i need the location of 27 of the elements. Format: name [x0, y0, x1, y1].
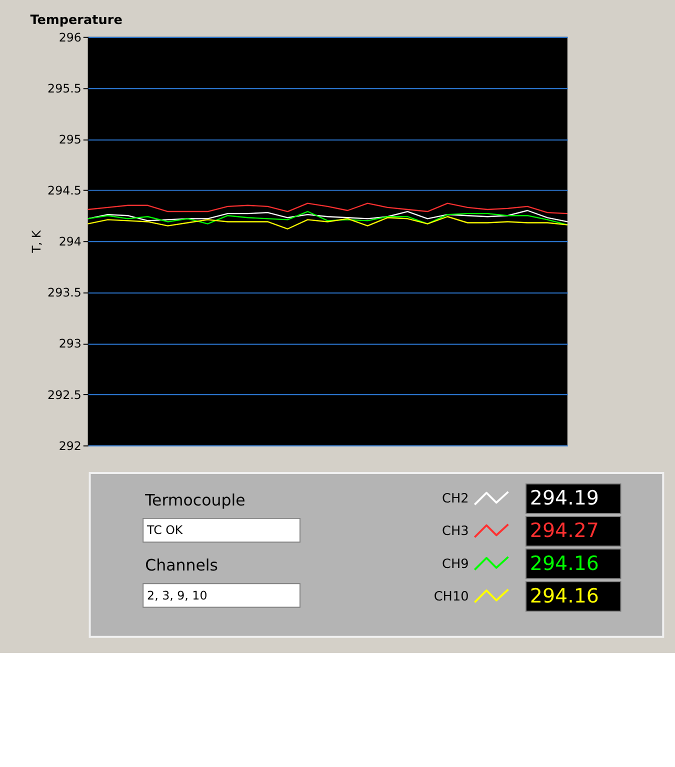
y-tick-label: 296: [58, 30, 82, 44]
legend-label: CH3: [442, 524, 469, 540]
line-series: [87, 210, 568, 226]
y-tick-label: 292.5: [48, 388, 82, 402]
legend-label: CH9: [442, 556, 469, 572]
text: 294.16: [530, 584, 599, 608]
text: 294.27: [530, 519, 599, 542]
text: TC OK: [146, 523, 183, 538]
line-series: [87, 202, 568, 214]
chart-title: Temperature: [30, 13, 123, 28]
legend-label: CH2: [442, 492, 469, 507]
text: 294.19: [530, 486, 599, 510]
y-tick-label: 293.5: [48, 286, 82, 300]
y-axis-title: T, K: [30, 230, 44, 254]
y-tick-label: 293: [58, 336, 82, 351]
text: Termocouple: [144, 490, 246, 510]
y-tick-label: 292: [58, 438, 82, 453]
y-tick-label: 294.5: [48, 184, 82, 198]
legend-label: CH10: [434, 589, 469, 604]
line-series: [87, 216, 568, 230]
y-tick-label: 295: [58, 132, 82, 146]
text: Channels: [145, 556, 218, 575]
text: 2, 3, 9, 10: [147, 588, 208, 602]
y-tick-label: 294: [58, 234, 82, 249]
text: 294.16: [530, 552, 599, 575]
line-series: [87, 210, 568, 222]
y-tick-label: 295.5: [48, 81, 82, 96]
